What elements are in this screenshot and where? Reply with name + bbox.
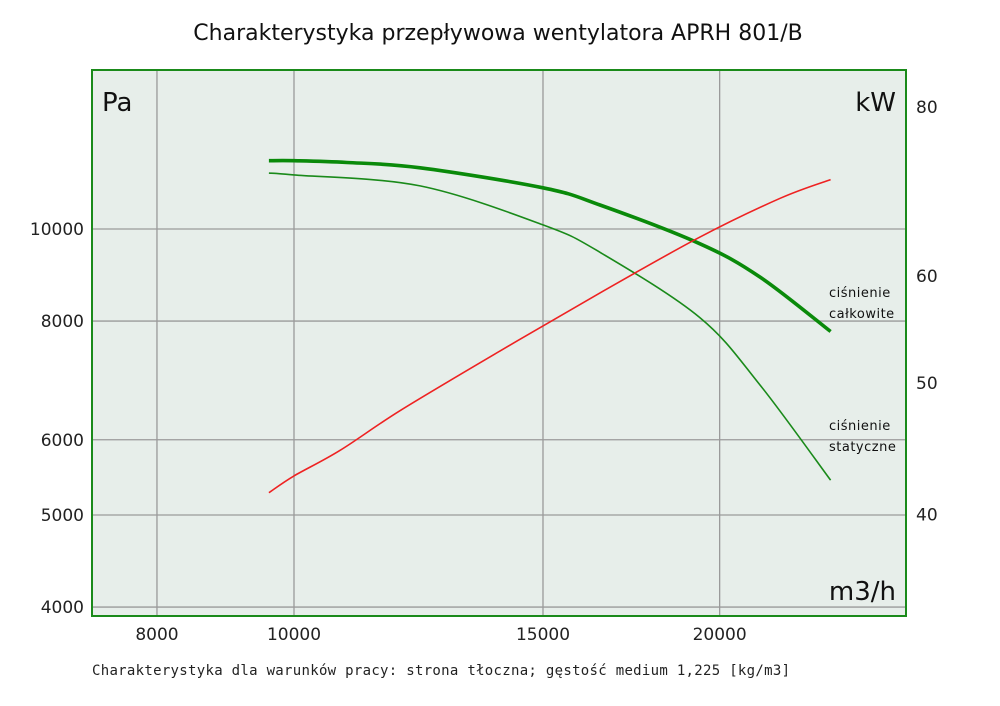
power-curve (268, 178, 831, 494)
series-layer (268, 158, 832, 494)
y-left-unit-label: Pa (102, 88, 132, 118)
x-tick-label: 15000 (516, 625, 570, 645)
x-tick-label: 20000 (693, 625, 747, 645)
y-left-tick-label: 6000 (41, 431, 84, 451)
curve-label: ciśnienie (829, 419, 891, 434)
plot-area (92, 70, 906, 616)
curve-label: statyczne (829, 440, 896, 455)
chart-title: Charakterystyka przepływowa wentylatora … (193, 21, 802, 46)
curve-labels: ciśnienie całkowite ciśnienie statyczne (829, 286, 896, 455)
y-left-tick-labels: 4000 5000 6000 8000 10000 (30, 220, 84, 618)
y-left-tick-label: 8000 (41, 312, 84, 332)
curve-label: ciśnienie (829, 286, 891, 301)
y-right-tick-label: 80 (916, 98, 938, 118)
plot-frame (91, 69, 907, 617)
x-tick-label: 8000 (135, 625, 178, 645)
y-right-tick-label: 60 (916, 267, 938, 287)
y-left-tick-label: 5000 (41, 506, 84, 526)
x-tick-labels: 8000 10000 15000 20000 (135, 625, 746, 645)
y-right-tick-label: 50 (916, 374, 938, 394)
y-right-tick-labels: 40 50 60 80 (916, 98, 938, 525)
y-right-unit-label: kW (855, 88, 896, 118)
static-pressure-curve (268, 172, 832, 481)
y-left-tick-label: 10000 (30, 220, 84, 240)
x-tick-label: 10000 (267, 625, 321, 645)
curve-label: całkowite (829, 307, 895, 322)
y-right-tick-label: 40 (916, 505, 938, 525)
x-unit-label: m3/h (829, 577, 896, 607)
chart-footnote: Charakterystyka dla warunków pracy: stro… (92, 663, 790, 679)
y-left-tick-label: 4000 (41, 598, 84, 618)
total-pressure-curve (268, 158, 832, 333)
